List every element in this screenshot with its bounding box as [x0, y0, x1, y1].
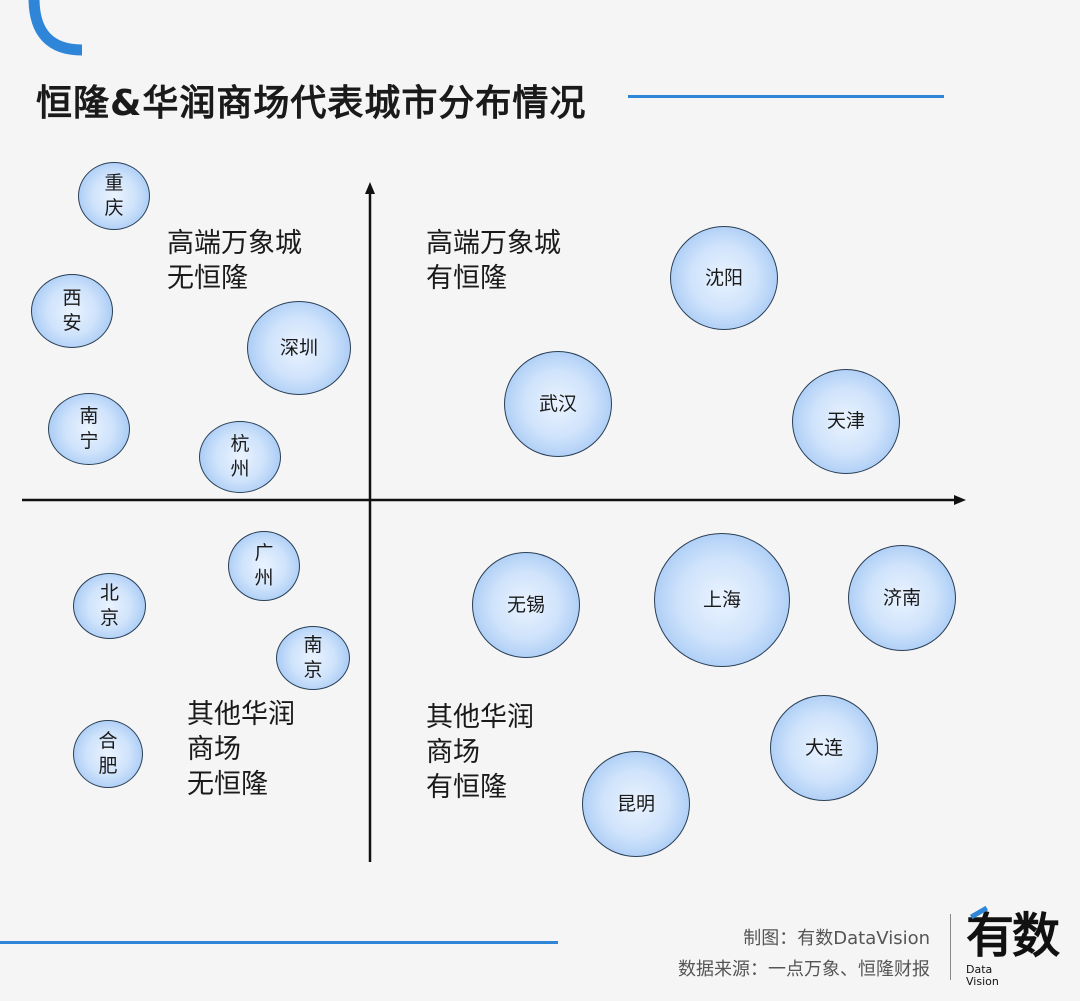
quadrant-label-line: 商场 — [187, 734, 241, 765]
city-bubble-chongqing: 重庆 — [78, 162, 150, 230]
city-bubble-dalian: 大连 — [770, 695, 878, 801]
quadrant-label-line: 商场 — [426, 737, 480, 768]
city-bubble-jinan: 济南 — [848, 545, 956, 651]
city-bubble-kunming: 昆明 — [582, 751, 690, 857]
quadrant-label-line: 无恒隆 — [167, 263, 248, 294]
footer-divider — [950, 914, 951, 980]
title-rule — [628, 95, 944, 98]
city-label: 上海 — [702, 588, 741, 611]
city-label: 广 — [254, 542, 274, 564]
city-bubble-nanjing: 南京 — [276, 626, 350, 690]
footer-rule — [0, 941, 558, 944]
quadrant-label-line: 有恒隆 — [426, 772, 507, 803]
city-label: 杭 — [230, 433, 250, 455]
city-label: 深圳 — [279, 336, 318, 359]
city-label: 南 — [79, 405, 99, 427]
credit-maker: 制图：有数DataVision — [743, 928, 930, 949]
city-bubble-shanghai: 上海 — [654, 533, 790, 667]
city-bubble-guangzhou: 广州 — [228, 531, 300, 601]
city-label: 昆明 — [616, 792, 655, 815]
city-label: 武汉 — [538, 392, 577, 415]
quadrant-label-line: 有恒隆 — [426, 263, 507, 294]
logo-subtext-line: Vision — [966, 975, 999, 988]
city-label: 济南 — [882, 586, 921, 609]
quadrant-label-line: 高端万象城 — [167, 228, 302, 259]
logo-subtext-line: Data — [966, 963, 993, 976]
quadrant-label-top-left: 高端万象城 无恒隆 — [167, 226, 302, 296]
city-label: 沈阳 — [704, 266, 743, 289]
city-label: 无锡 — [506, 593, 545, 616]
city-label: 京 — [303, 659, 323, 681]
quadrant-label-line: 其他华润 — [187, 699, 295, 730]
city-label: 肥 — [98, 755, 118, 777]
city-label: 西 — [62, 287, 82, 309]
city-label: 天津 — [826, 410, 865, 432]
quadrant-label-line: 高端万象城 — [426, 228, 561, 259]
quadrant-label-line: 无恒隆 — [187, 769, 268, 800]
x-axis-arrowhead — [954, 495, 966, 505]
city-label: 州 — [230, 458, 250, 480]
corner-arc-decoration — [0, 0, 90, 60]
credit-source: 数据来源：一点万象、恒隆财报 — [678, 959, 930, 980]
quadrant-label-top-right: 高端万象城 有恒隆 — [426, 226, 561, 296]
city-label: 南 — [303, 634, 323, 656]
logo-subtext: Data Vision — [966, 964, 999, 988]
city-bubble-shenzhen: 深圳 — [247, 301, 351, 395]
city-label: 重 — [104, 172, 124, 194]
city-label: 安 — [62, 312, 82, 334]
city-label: 宁 — [79, 430, 99, 452]
city-label: 州 — [254, 567, 274, 589]
city-bubble-wuhan: 武汉 — [504, 351, 612, 457]
city-label: 大连 — [804, 736, 843, 759]
y-axis-arrowhead — [365, 182, 375, 194]
city-bubble-hefei: 合肥 — [73, 720, 143, 788]
city-bubble-xian: 西安 — [31, 274, 113, 348]
brand-logo: 有数 Data Vision — [962, 905, 1062, 990]
city-bubble-tianjin: 天津 — [792, 369, 900, 474]
city-bubble-nanning: 南宁 — [48, 393, 130, 465]
city-label: 京 — [99, 607, 119, 629]
city-label: 北 — [99, 582, 119, 604]
logo-wordmark: 有数 — [966, 908, 1060, 964]
city-label: 合 — [98, 730, 118, 752]
quadrant-label-line: 其他华润 — [426, 702, 534, 733]
page-title: 恒隆&华润商场代表城市分布情况 — [36, 83, 587, 124]
city-bubble-hangzhou: 杭州 — [199, 421, 281, 493]
quadrant-label-bottom-left: 其他华润 商场 无恒隆 — [187, 697, 295, 802]
city-bubble-beijing: 北京 — [73, 573, 146, 639]
city-bubble-wuxi: 无锡 — [472, 552, 580, 658]
city-bubble-shenyang: 沈阳 — [670, 226, 778, 330]
city-label: 庆 — [104, 197, 124, 219]
quadrant-label-bottom-right: 其他华润 商场 有恒隆 — [426, 700, 534, 805]
